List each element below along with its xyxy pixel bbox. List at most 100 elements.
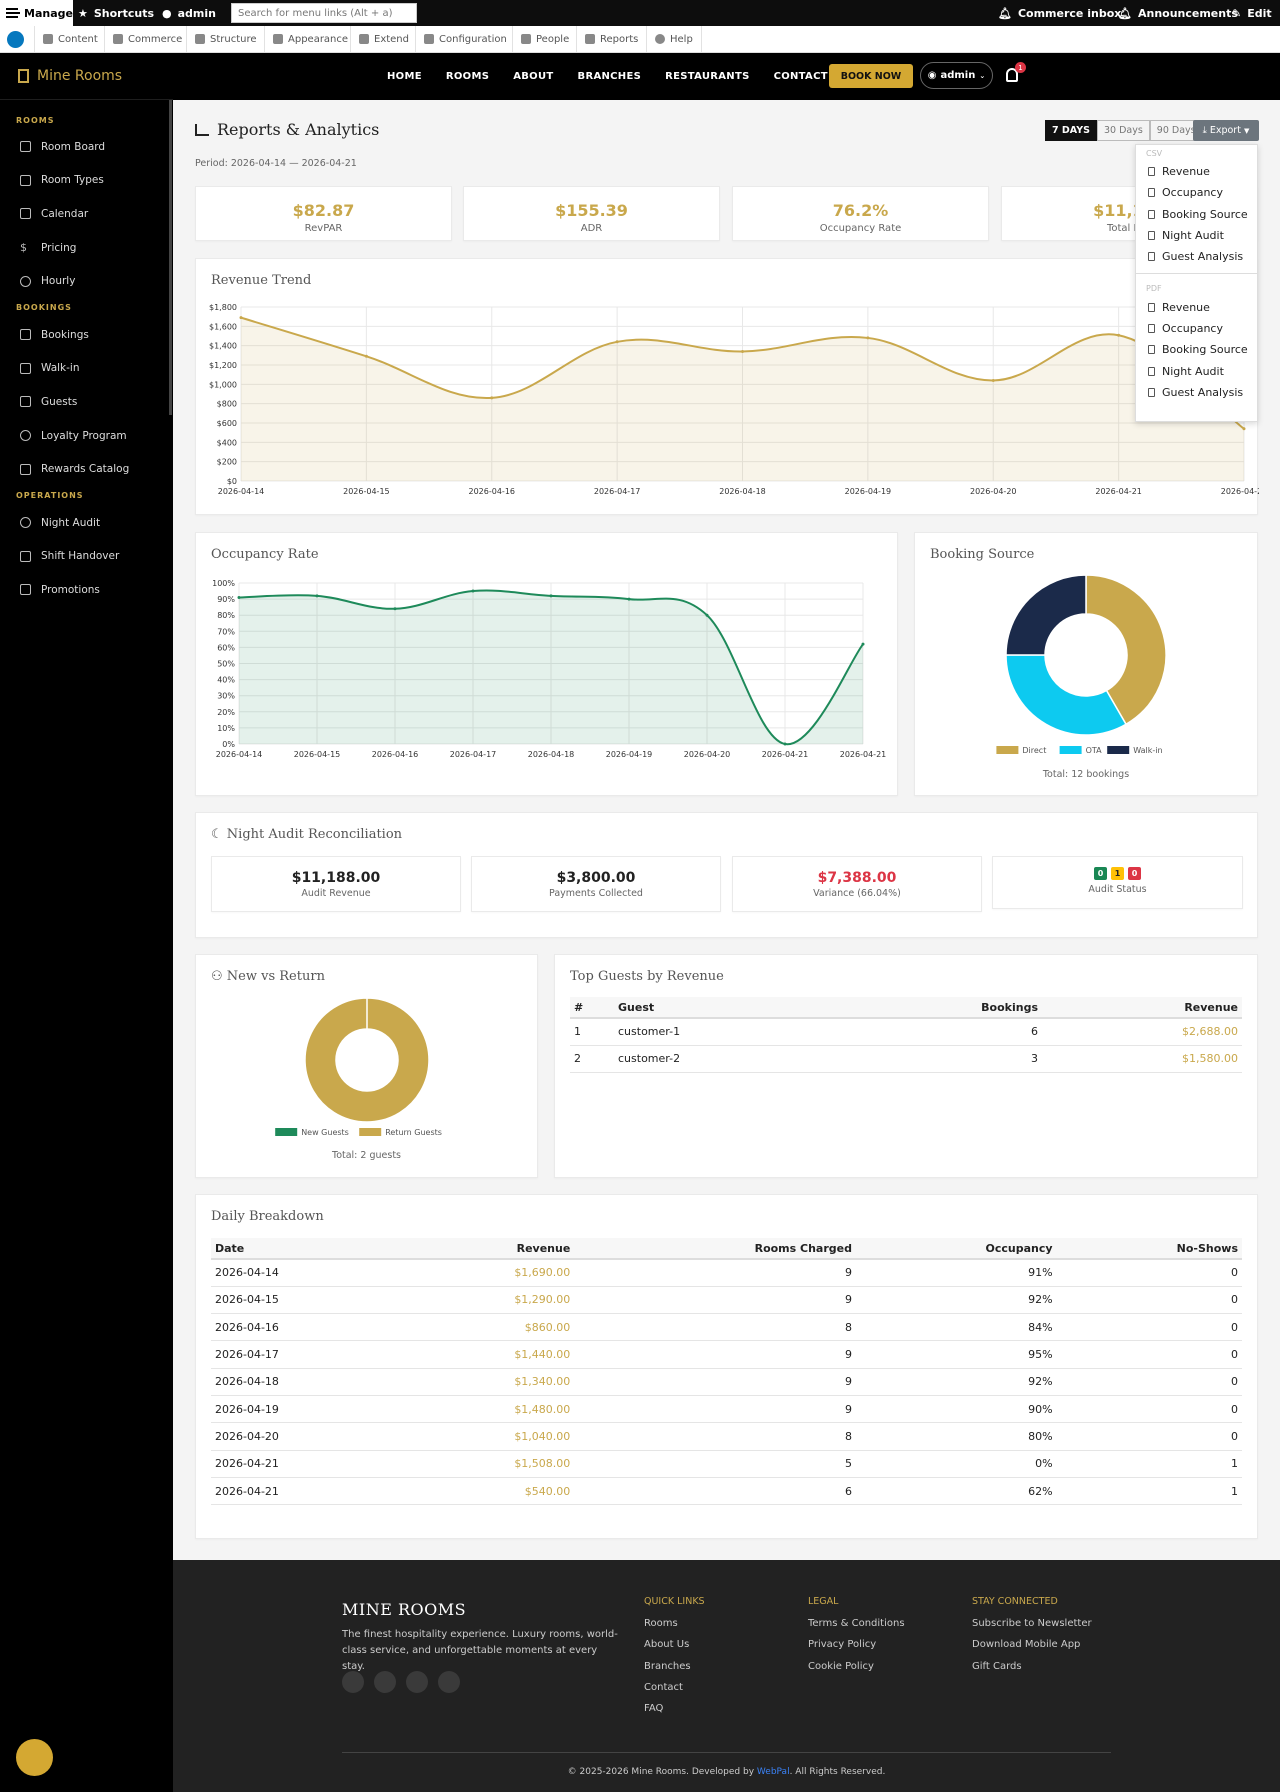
nav-restaurants[interactable]: RESTAURANTS [665, 71, 750, 82]
export-button[interactable]: ⤓ Export ▼ [1193, 120, 1259, 141]
manage-button[interactable]: Manage [0, 0, 73, 26]
linkedin-icon[interactable] [438, 1671, 460, 1693]
y-tick-label: $800 [217, 400, 237, 409]
moon-icon: ☾ [211, 827, 223, 842]
sidebar-item-hourly[interactable]: Hourly [0, 264, 173, 298]
menu-reports[interactable]: Reports [576, 26, 646, 52]
footer-link[interactable]: About Us [644, 1639, 690, 1651]
nav-about[interactable]: ABOUT [513, 71, 554, 82]
footer-copyright: © 2025-2026 Mine Rooms. Developed by Web… [567, 1767, 886, 1777]
table-row: 2026-04-21 $540.00 6 62% 1 [211, 1477, 1242, 1506]
sidebar-item-room-board[interactable]: Room Board [0, 130, 173, 164]
export-csv-night-audit[interactable]: Night Audit [1136, 225, 1257, 246]
sidebar-item-room-types[interactable]: Room Types [0, 164, 173, 198]
sidebar-item-night-audit[interactable]: Night Audit [0, 506, 173, 540]
export-csv-guest-analysis[interactable]: Guest Analysis [1136, 246, 1257, 267]
x-twitter-icon[interactable] [406, 1671, 428, 1693]
range-30-days[interactable]: 30 Days [1096, 120, 1150, 141]
sidebar-item-walk-in[interactable]: Walk-in [0, 352, 173, 386]
facebook-icon[interactable] [342, 1671, 364, 1693]
instagram-icon[interactable] [374, 1671, 396, 1693]
commerce-inbox-button[interactable]: 🔔︎ Commerce inbox [998, 6, 1122, 20]
footer-link[interactable]: Subscribe to Newsletter [972, 1618, 1092, 1629]
x-tick-label: 2026-04-20 [684, 750, 731, 759]
drupal-logo-icon[interactable] [7, 31, 24, 48]
chat-avatar-button[interactable] [16, 1739, 53, 1776]
data-point [237, 595, 241, 599]
export-csv-occupancy[interactable]: Occupancy [1136, 182, 1257, 203]
users-icon [20, 396, 31, 408]
announcements-button[interactable]: 🔔︎ Announcements [1118, 6, 1238, 20]
sidebar-item-rewards[interactable]: Rewards Catalog [0, 452, 173, 486]
bell-icon: 🔔︎ [998, 6, 1012, 20]
pie-slice [304, 997, 430, 1123]
x-tick-label: 2026-04-21 [840, 750, 887, 759]
shortcuts-button[interactable]: ★ Shortcuts [78, 6, 155, 20]
user-button[interactable]: ● admin [162, 6, 216, 20]
menu-people[interactable]: People [512, 26, 577, 52]
sidebar-item-bookings[interactable]: Bookings [0, 318, 173, 352]
menu-content[interactable]: Content [34, 26, 106, 52]
export-csv-revenue[interactable]: Revenue [1136, 161, 1257, 182]
export-pdf-revenue[interactable]: Revenue [1136, 296, 1257, 317]
variance: $7,388.00 Variance (66.04%) [732, 856, 982, 912]
edit-button[interactable]: ✎ Edit [1232, 6, 1272, 20]
export-pdf-occupancy[interactable]: Occupancy [1136, 318, 1257, 339]
pencil-icon: ✎ [1232, 6, 1242, 20]
export-pdf-night-audit[interactable]: Night Audit [1136, 360, 1257, 381]
footer-link[interactable]: Rooms [644, 1618, 678, 1629]
sidebar-item-pricing[interactable]: $ Pricing [20, 241, 77, 255]
menu-search-input[interactable]: Search for menu links (Alt + a) [231, 3, 417, 23]
dropdown-divider [1136, 273, 1257, 275]
nav-contact[interactable]: CONTACT [773, 71, 828, 82]
sidebar-item-guests[interactable]: Guests [0, 385, 173, 419]
footer-link[interactable]: Terms & Conditions [808, 1618, 905, 1629]
menu-configuration[interactable]: Configuration [415, 26, 515, 52]
status-badge-warning: 1 [1111, 867, 1124, 880]
export-pdf-booking-source[interactable]: Booking Source [1136, 339, 1257, 360]
help-icon [655, 34, 665, 44]
y-tick-label: 0% [222, 740, 235, 749]
developer-link[interactable]: WebPal [756, 1767, 790, 1777]
audit-status: 0 1 0 Audit Status [992, 856, 1243, 909]
file-icon [1148, 252, 1155, 262]
footer-link[interactable]: Privacy Policy [808, 1639, 877, 1651]
nav-rooms[interactable]: ROOMS [445, 71, 490, 82]
sidebar-item-loyalty[interactable]: Loyalty Program [0, 419, 173, 453]
notification-bell-icon[interactable] [1006, 68, 1018, 82]
footer-link[interactable]: FAQ [644, 1703, 664, 1715]
footer-link[interactable]: Branches [644, 1660, 691, 1672]
x-tick-label: 2026-04-20 [970, 487, 1017, 496]
legend-swatch [1107, 746, 1130, 754]
footer-link[interactable]: Cookie Policy [808, 1660, 874, 1672]
menu-help[interactable]: Help [646, 26, 702, 52]
footer-link[interactable]: Download Mobile App [972, 1639, 1081, 1651]
footer-link[interactable]: Contact [644, 1681, 683, 1693]
x-tick-label: 2026-04-15 [294, 750, 341, 759]
col-no-shows: No-Shows [1056, 1238, 1242, 1260]
data-point [393, 607, 397, 611]
col-guest: Guest [614, 997, 837, 1019]
sidebar-item-shift-handover[interactable]: Shift Handover [0, 540, 173, 574]
book-now-button[interactable]: BOOK NOW [829, 64, 913, 88]
data-point [364, 354, 368, 358]
footer-link[interactable]: Gift Cards [972, 1660, 1022, 1672]
export-csv-booking-source[interactable]: Booking Source [1136, 204, 1257, 225]
notification-badge: 1 [1015, 62, 1026, 73]
sidebar-brand[interactable]: Mine Rooms [0, 53, 173, 100]
menu-appearance[interactable]: Appearance [264, 26, 356, 52]
award-icon [20, 430, 31, 442]
y-tick-label: 100% [212, 579, 235, 588]
sidebar-scrollbar[interactable] [169, 100, 172, 415]
range-7-days[interactable]: 7 DAYS [1045, 120, 1097, 141]
nav-branches[interactable]: BRANCHES [577, 71, 642, 82]
menu-commerce[interactable]: Commerce [104, 26, 190, 52]
sidebar-item-promotions[interactable]: Promotions [0, 573, 173, 607]
nav-home[interactable]: HOME [387, 71, 422, 82]
export-pdf-guest-analysis[interactable]: Guest Analysis [1136, 382, 1257, 403]
wrench-icon [424, 34, 434, 44]
sidebar-item-calendar[interactable]: Calendar [0, 197, 173, 231]
user-menu-button[interactable]: ◉ admin ⌄ [920, 62, 993, 89]
menu-structure[interactable]: Structure [186, 26, 265, 52]
menu-extend[interactable]: Extend [350, 26, 417, 52]
